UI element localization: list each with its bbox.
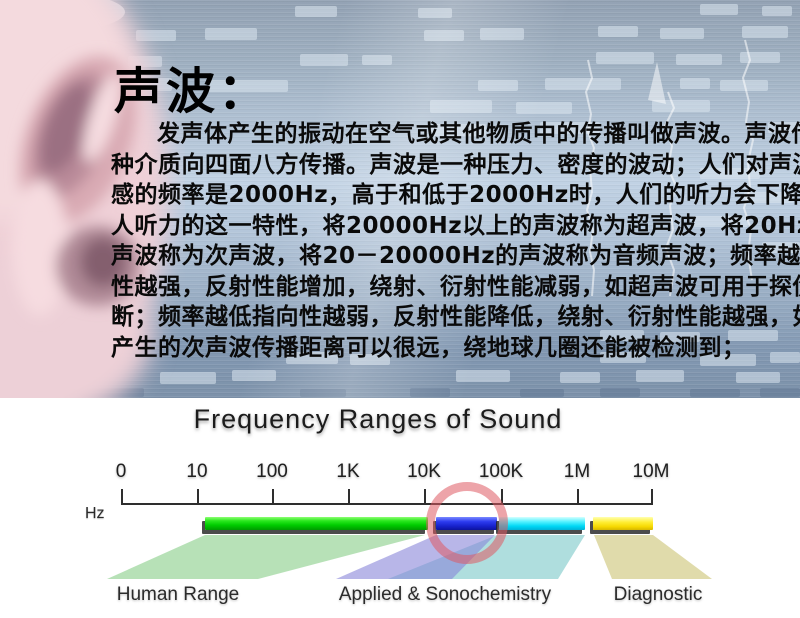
paragraph-line: 断；频率越低指向性越弱，反射性能降低，绕射、衍射性能越强，如地震 <box>111 304 800 330</box>
light-streak <box>0 0 800 398</box>
ear-photo <box>0 0 168 398</box>
paragraph-line: 人听力的这一特性，将20000Hz以上的声波称为超声波，将20Hz以下的 <box>111 212 800 239</box>
label-human-range: Human Range <box>116 584 240 605</box>
human-range-fan <box>107 535 425 579</box>
tick-label-100: 100 <box>256 461 288 482</box>
paragraph-line: 声波称为次声波，将20－20000Hz的声波称为音频声波；频率越高指向 <box>111 243 800 269</box>
intro-paragraph: 发声体产生的振动在空气或其他物质中的传播叫做声波。声波借助各 种介质向四面八方传… <box>111 119 800 363</box>
paragraph-line: 感的频率是2000Hz，高于和低于2000Hz时，人们的听力会下降，根据 <box>111 182 800 208</box>
axis-tick <box>197 489 199 503</box>
axis-tick <box>272 489 274 503</box>
tick-label-10: 10 <box>186 461 208 482</box>
paragraph-line: 种介质向四面八方传播。声波是一种压力、密度的波动；人们对声波最敏 <box>111 151 800 178</box>
top-section: 声波： 发声体产生的振动在空气或其他物质中的传播叫做声波。声波借助各 种介质向四… <box>0 0 800 398</box>
axis-tick <box>501 489 503 503</box>
tick-label-100k: 100K <box>478 461 524 482</box>
axis-unit-label: Hz <box>85 505 105 522</box>
diagnostic-fan <box>594 535 712 579</box>
background-texture <box>0 4 800 397</box>
axis-tick <box>577 489 579 503</box>
axis-tick <box>348 489 350 503</box>
paragraph-line: 产生的次声波传播距离可以很远，绕地球几圈还能被检测到； <box>111 334 746 361</box>
axis-tick <box>651 489 653 503</box>
paragraph-line: 发声体产生的振动在空气或其他物质中的传播叫做声波。声波借助各 <box>157 121 800 147</box>
frequency-chart: Frequency Ranges of Sound 0 10 100 1K 10… <box>0 398 800 618</box>
chart-title: Frequency Ranges of Sound <box>193 404 563 434</box>
tick-label-1m: 1M <box>563 461 591 482</box>
bar-sonochemistry <box>499 517 585 530</box>
tick-label-10m: 10M <box>632 461 670 482</box>
bar-diagnostic <box>593 517 653 530</box>
bar-human-range <box>205 517 428 530</box>
frequency-axis <box>121 503 653 505</box>
label-applied-sonochemistry: Applied & Sonochemistry <box>338 584 552 605</box>
tick-label-1k: 1K <box>336 461 360 482</box>
tick-label-10k: 10K <box>407 461 441 482</box>
tick-label-0: 0 <box>115 461 127 482</box>
highlight-circle-annotation <box>426 482 508 564</box>
label-diagnostic: Diagnostic <box>613 584 703 605</box>
axis-tick <box>424 489 426 503</box>
axis-tick <box>121 489 123 503</box>
page-title: 声波： <box>114 63 271 120</box>
paragraph-line: 性越强，反射性能增加，绕射、衍射性能减弱，如超声波可用于探伤、诊 <box>111 273 800 300</box>
